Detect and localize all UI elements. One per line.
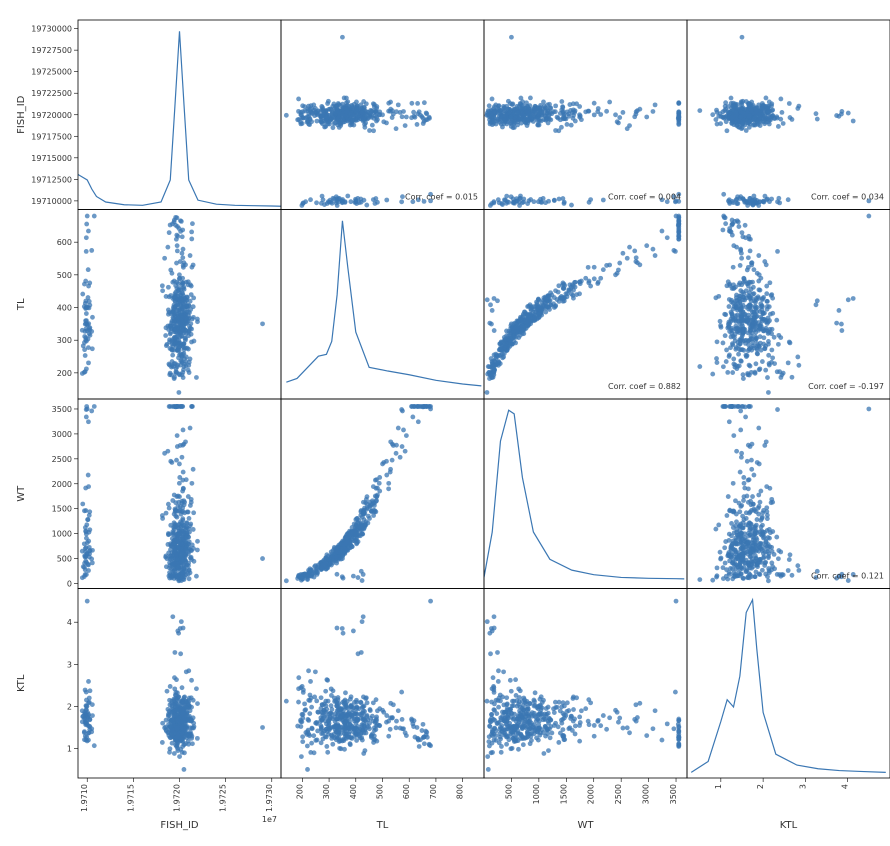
ytick-FISH_ID-19720000: 19720000 — [31, 111, 72, 120]
ytick-KTL-2: 2 — [67, 702, 72, 711]
ytick-WT-500: 500 — [57, 555, 72, 564]
xtick-TL-400: 400 — [349, 784, 358, 799]
xtick-WT-2500: 2500 — [614, 784, 623, 804]
ytick-TL-400: 400 — [57, 304, 72, 313]
ytick-TL-500: 500 — [57, 271, 72, 280]
ylabel-KTL: KTL — [16, 674, 27, 692]
ytick-WT-1500: 1500 — [52, 505, 72, 514]
xtick-WT-3500: 3500 — [669, 784, 678, 804]
xtick-KTL-3: 3 — [798, 784, 807, 789]
xscale-FISH_ID: 1e7 — [262, 815, 277, 824]
xtick-KTL-4: 4 — [841, 784, 850, 789]
corr-label-FISH_ID_KTL: Corr. coef = 0.034 — [811, 193, 884, 202]
xtick-FISH_ID-19710000: 1.9710 — [80, 784, 89, 812]
xtick-FISH_ID-19725000: 1.9725 — [219, 784, 228, 812]
xtick-FISH_ID-19730000: 1.9730 — [265, 784, 274, 812]
ylabel-WT: WT — [16, 485, 27, 502]
ytick-WT-2000: 2000 — [52, 480, 72, 489]
xtick-TL-200: 200 — [295, 784, 304, 799]
xtick-TL-800: 800 — [456, 784, 465, 799]
ytick-FISH_ID-19730000: 19730000 — [31, 25, 72, 34]
ytick-FISH_ID-19717500: 19717500 — [31, 132, 72, 141]
xtick-TL-500: 500 — [376, 784, 385, 799]
xtick-KTL-2: 2 — [756, 784, 765, 789]
corr-label-TL_KTL: Corr. coef = -0.197 — [808, 382, 884, 391]
ytick-FISH_ID-19722500: 19722500 — [31, 89, 72, 98]
ytick-WT-2500: 2500 — [52, 455, 72, 464]
corr-label-WT_KTL: Corr. coef = 0.121 — [811, 572, 884, 581]
pairplot-svg: Corr. coef = 0.015 Corr. coef = 0.004 Corr… — [10, 10, 890, 836]
xtick-FISH_ID-19715000: 1.9715 — [126, 784, 135, 812]
xtick-WT-2000: 2000 — [587, 784, 596, 804]
ytick-KTL-3: 3 — [67, 660, 72, 669]
xtick-TL-600: 600 — [402, 784, 411, 799]
xtick-TL-700: 700 — [429, 784, 438, 799]
ylabel-FISH_ID: FISH_ID — [16, 95, 27, 134]
xtick-WT-500: 500 — [504, 784, 513, 799]
ytick-WT-1000: 1000 — [52, 530, 72, 539]
ytick-WT-3500: 3500 — [52, 405, 72, 414]
xtick-KTL-1: 1 — [714, 784, 723, 789]
ytick-KTL-4: 4 — [67, 618, 72, 627]
corr-label-FISH_ID_TL: Corr. coef = 0.015 — [405, 193, 478, 202]
ytick-WT-3000: 3000 — [52, 430, 72, 439]
corr-label-FISH_ID_WT: Corr. coef = 0.004 — [608, 193, 681, 202]
xtick-WT-1500: 1500 — [559, 784, 568, 804]
ytick-TL-600: 600 — [57, 238, 72, 247]
ytick-FISH_ID-19710000: 19710000 — [31, 197, 72, 206]
ytick-FISH_ID-19725000: 19725000 — [31, 68, 72, 77]
xtick-TL-300: 300 — [322, 784, 331, 799]
ytick-TL-300: 300 — [57, 336, 72, 345]
xtick-FISH_ID-19720000: 1.9720 — [173, 784, 182, 812]
ytick-FISH_ID-19727500: 19727500 — [31, 46, 72, 55]
ytick-WT-0: 0 — [67, 580, 72, 589]
ytick-TL-200: 200 — [57, 369, 72, 378]
ytick-KTL-1: 1 — [67, 745, 72, 754]
corr-label-TL_WT: Corr. coef = 0.882 — [608, 382, 681, 391]
pairplot-figure: Corr. coef = 0.015 Corr. coef = 0.004 Corr… — [10, 10, 880, 836]
ytick-FISH_ID-19715000: 19715000 — [31, 154, 72, 163]
ytick-FISH_ID-19712500: 19712500 — [31, 175, 72, 184]
xtick-WT-1000: 1000 — [532, 784, 541, 804]
ylabel-TL: TL — [16, 298, 27, 311]
xtick-WT-3000: 3000 — [642, 784, 651, 804]
